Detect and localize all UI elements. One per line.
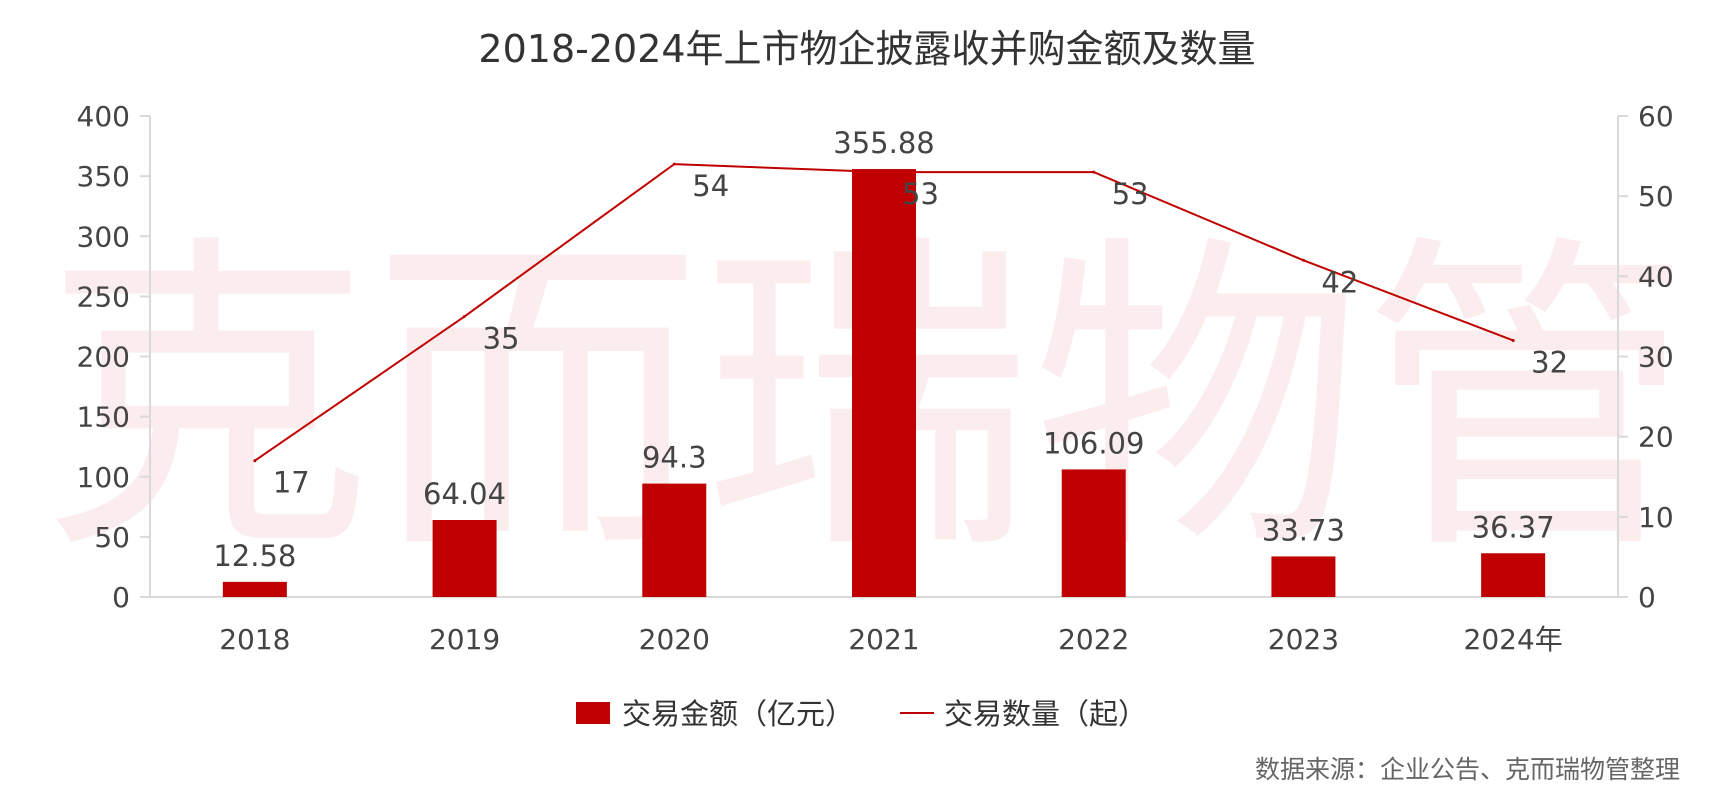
legend-bar-label: 交易金额（亿元） <box>622 697 854 731</box>
bar <box>852 169 916 597</box>
x-tick-label: 2024年 <box>1464 623 1563 656</box>
bar-value-label: 64.04 <box>423 477 506 511</box>
legend-bar-swatch <box>576 702 610 724</box>
y-right-tick-label: 30 <box>1638 341 1674 374</box>
line-point <box>1092 170 1096 174</box>
y-left-tick-label: 150 <box>77 401 130 434</box>
x-tick-label: 2022 <box>1058 623 1129 656</box>
bar <box>1271 556 1336 597</box>
x-tick-label: 2023 <box>1268 623 1339 656</box>
bar-value-label: 106.09 <box>1043 426 1144 460</box>
data-labels: 12.58 64.04 94.3 355.88 106.09 33.73 36.37 17 35… <box>213 126 1568 573</box>
bar-value-label: 94.3 <box>642 441 707 475</box>
line-value-label: 54 <box>692 169 729 203</box>
y-left-tick-label: 200 <box>77 341 130 374</box>
bar <box>1481 553 1546 597</box>
chart-title: 2018-2024年上市物企披露收并购金额及数量 <box>478 27 1255 71</box>
line-value-label: 42 <box>1321 265 1358 299</box>
line-point <box>1301 258 1305 262</box>
y-right-tick-label: 60 <box>1638 100 1674 133</box>
x-tick-label: 2021 <box>848 623 919 656</box>
bar-value-label: 36.37 <box>1472 510 1555 544</box>
bar <box>432 519 497 597</box>
y-right-tick-label: 50 <box>1638 180 1674 213</box>
line-value-label: 32 <box>1531 345 1568 379</box>
bar-value-label: 355.88 <box>833 126 934 160</box>
legend: 交易金额（亿元） 交易数量（起） <box>576 697 1147 731</box>
y-right-tick-label: 0 <box>1638 581 1656 614</box>
bar-value-label: 33.73 <box>1262 513 1345 547</box>
bar <box>1061 469 1126 597</box>
bar <box>642 483 707 597</box>
line-point <box>463 314 467 318</box>
axes: 0 50 100 150 200 250 300 350 400 0 10 20 30 40 50 60 201… <box>77 100 1674 656</box>
bar-value-label: 12.58 <box>213 539 296 573</box>
x-tick-label: 2020 <box>639 623 710 656</box>
line-value-label: 17 <box>273 466 310 500</box>
y-left-tick-label: 100 <box>77 461 130 494</box>
line-value-label: 53 <box>1112 177 1149 211</box>
bar-series <box>222 169 1546 597</box>
x-tick-label: 2019 <box>429 623 500 656</box>
line-point <box>1511 338 1515 342</box>
y-left-tick-label: 50 <box>94 521 130 554</box>
line-point <box>672 162 676 166</box>
source-note: 数据来源：企业公告、克而瑞物管整理 <box>1255 755 1680 784</box>
y-left-tick-label: 250 <box>77 280 130 313</box>
bar <box>222 581 287 597</box>
x-tick-label: 2018 <box>219 623 290 656</box>
line-value-label: 35 <box>483 321 520 355</box>
y-right-tick-label: 20 <box>1638 421 1674 454</box>
y-right-tick-label: 10 <box>1638 501 1674 534</box>
y-left-tick-label: 300 <box>77 220 130 253</box>
line-series <box>253 162 1515 463</box>
y-left-tick-label: 350 <box>77 160 130 193</box>
line-value-label: 53 <box>902 177 939 211</box>
y-right-tick-label: 40 <box>1638 260 1674 293</box>
line-point <box>882 170 886 174</box>
y-left-tick-label: 0 <box>112 581 130 614</box>
legend-line-label: 交易数量（起） <box>944 697 1147 731</box>
y-left-tick-label: 400 <box>77 100 130 133</box>
line-point <box>253 459 257 463</box>
